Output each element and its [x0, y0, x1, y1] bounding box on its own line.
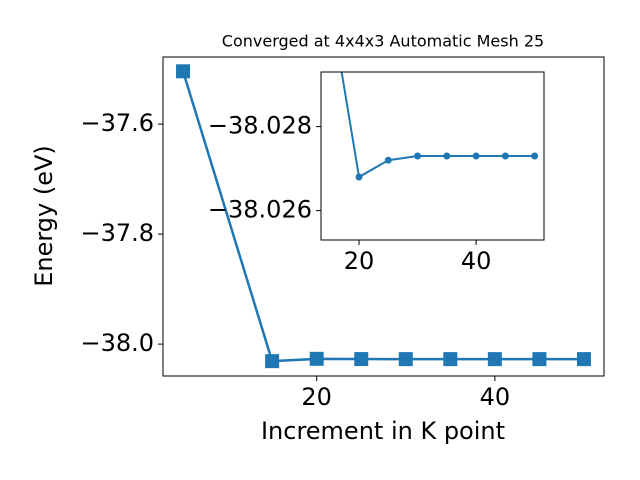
data-marker [354, 352, 369, 367]
data-line [340, 72, 535, 179]
y-tick-label: −37.8 [80, 219, 154, 247]
data-marker [384, 156, 392, 164]
data-marker [265, 354, 280, 369]
y-tick-label: −38.0 [80, 329, 154, 357]
data-marker [576, 352, 591, 367]
data-marker [355, 173, 363, 181]
plot-clip [176, 64, 591, 369]
data-marker [487, 352, 502, 367]
plot-clip [340, 72, 539, 181]
y-tick-label: −38.028 [208, 112, 312, 140]
y-axis-label: Energy (eV) [30, 145, 58, 287]
y-tick-label: −38.026 [208, 196, 312, 224]
chart-title: Converged at 4x4x3 Automatic Mesh 25 [222, 32, 544, 51]
data-marker [414, 152, 422, 160]
data-marker [176, 64, 191, 79]
axes-frame [162, 56, 605, 377]
data-marker [501, 152, 509, 160]
x-tick-label: 20 [344, 247, 375, 275]
data-marker [443, 352, 458, 367]
data-marker [443, 152, 451, 160]
data-marker [472, 152, 480, 160]
x-tick-label: 40 [461, 247, 492, 275]
axes-frame [320, 71, 545, 241]
x-axis-label: Increment in K point [261, 417, 505, 445]
data-marker [532, 352, 547, 367]
data-marker [531, 152, 539, 160]
data-marker [309, 351, 324, 366]
data-marker [398, 352, 413, 367]
y-tick-label: −37.6 [80, 109, 154, 137]
x-tick-label: 20 [301, 383, 332, 411]
x-tick-label: 40 [480, 383, 511, 411]
